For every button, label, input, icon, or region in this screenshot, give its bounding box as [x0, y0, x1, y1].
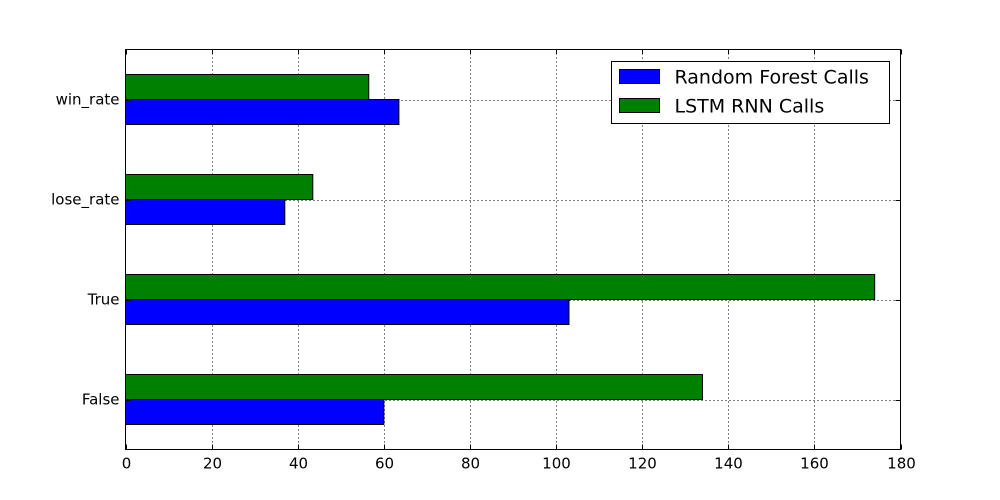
bar-random-forest [125, 399, 385, 425]
x-tick-label: 140 [714, 455, 743, 473]
x-tick-label: 20 [203, 455, 222, 473]
x-tick-label: 40 [289, 455, 308, 473]
x-tick-label: 120 [628, 455, 657, 473]
legend-label: Random Forest Calls [675, 67, 869, 89]
y-tick-label: True [87, 291, 120, 309]
y-tick-label: lose_rate [51, 191, 119, 210]
plot-frame [125, 49, 901, 450]
legend-swatch [619, 98, 660, 113]
x-tick-label: 160 [800, 455, 829, 473]
ticks: 0 20 40 60 80 100 120 140 160 180 False True lose_ra… [51, 49, 916, 473]
x-tick-label: 0 [122, 455, 132, 473]
x-tick-label: 180 [887, 455, 916, 473]
bars [125, 74, 876, 425]
y-tick-label: False [82, 391, 120, 409]
grid [125, 49, 901, 450]
bar-random-forest [125, 99, 400, 125]
bar-lstm-rnn [125, 274, 876, 300]
legend: Random Forest Calls LSTM RNN Calls [611, 61, 890, 124]
bar-lstm-rnn [125, 374, 703, 400]
y-tick-label: win_rate [56, 91, 120, 110]
x-tick-label: 80 [461, 455, 480, 473]
x-tick-label: 60 [375, 455, 394, 473]
bar-random-forest [125, 199, 286, 225]
x-tick-label: 100 [542, 455, 571, 473]
bar-lstm-rnn [125, 74, 370, 100]
bar-lstm-rnn [125, 174, 314, 200]
legend-swatch [619, 69, 660, 84]
legend-label: LSTM RNN Calls [675, 96, 825, 118]
bar-random-forest [125, 299, 570, 325]
